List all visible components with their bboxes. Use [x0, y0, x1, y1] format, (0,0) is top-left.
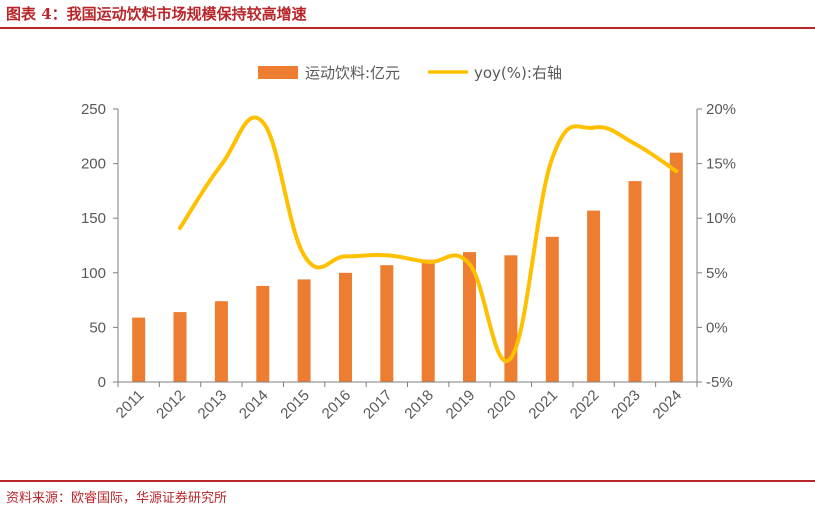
bar-2023	[628, 181, 642, 382]
x-tick-label-2021: 2021	[525, 387, 561, 423]
left-tick-label: 200	[81, 156, 106, 173]
x-tick-label-2024: 2024	[650, 387, 686, 423]
yoy-line	[178, 115, 679, 363]
bar-2021	[545, 236, 559, 382]
bar-2024	[669, 152, 683, 382]
x-tick-label-2019: 2019	[443, 387, 479, 423]
left-tick-label: 250	[81, 101, 106, 118]
right-tick-label: -5%	[706, 374, 733, 391]
bar-2014	[256, 285, 270, 382]
right-tick-label: 15%	[706, 156, 736, 173]
right-tick-label: 0%	[706, 319, 728, 336]
right-tick-label: 20%	[706, 101, 736, 118]
x-tick-label-2015: 2015	[277, 387, 313, 423]
title-rule	[0, 27, 815, 29]
right-tick-label: 10%	[706, 210, 736, 227]
bar-2015	[297, 279, 311, 382]
bar-series	[132, 152, 683, 382]
bar-2019	[463, 252, 476, 382]
left-tick-label: 100	[81, 265, 106, 282]
bar-2018	[421, 259, 435, 382]
x-tick-label-2013: 2013	[195, 387, 231, 423]
legend: 运动饮料:亿元 yoy(%):右轴	[258, 64, 562, 82]
x-tick-label-2011: 2011	[113, 387, 148, 422]
bar-2013	[214, 301, 228, 382]
footer-rule	[0, 480, 815, 482]
left-tick-label: 50	[89, 319, 106, 336]
legend-swatch-bar	[258, 66, 298, 79]
bar-2022	[587, 210, 601, 382]
left-tick-label: 0	[98, 374, 106, 391]
right-tick-label: 5%	[706, 265, 728, 282]
bar-2012	[173, 312, 187, 382]
bar-2011	[132, 317, 146, 382]
source-note: 资料来源：欧睿国际，华源证券研究所	[6, 491, 228, 506]
x-tick-label-2017: 2017	[360, 387, 396, 423]
figure-title: 图表 4：我国运动饮料市场规模保持较高增速	[6, 5, 307, 23]
x-tick-label-2012: 2012	[153, 387, 189, 423]
x-tick-label-2014: 2014	[236, 387, 272, 423]
bar-2016	[339, 272, 352, 382]
legend-label-bar: 运动饮料:亿元	[305, 64, 400, 82]
x-tick-label-2023: 2023	[608, 387, 644, 423]
x-tick-label-2020: 2020	[484, 387, 520, 423]
bar-2017	[380, 265, 394, 382]
line-series	[178, 115, 679, 363]
legend-label-line: yoy(%):右轴	[474, 64, 562, 82]
x-tick-label-2018: 2018	[401, 387, 437, 423]
x-tick-label-2022: 2022	[567, 387, 603, 423]
x-tick-label-2016: 2016	[319, 387, 355, 423]
left-tick-label: 150	[81, 210, 106, 227]
